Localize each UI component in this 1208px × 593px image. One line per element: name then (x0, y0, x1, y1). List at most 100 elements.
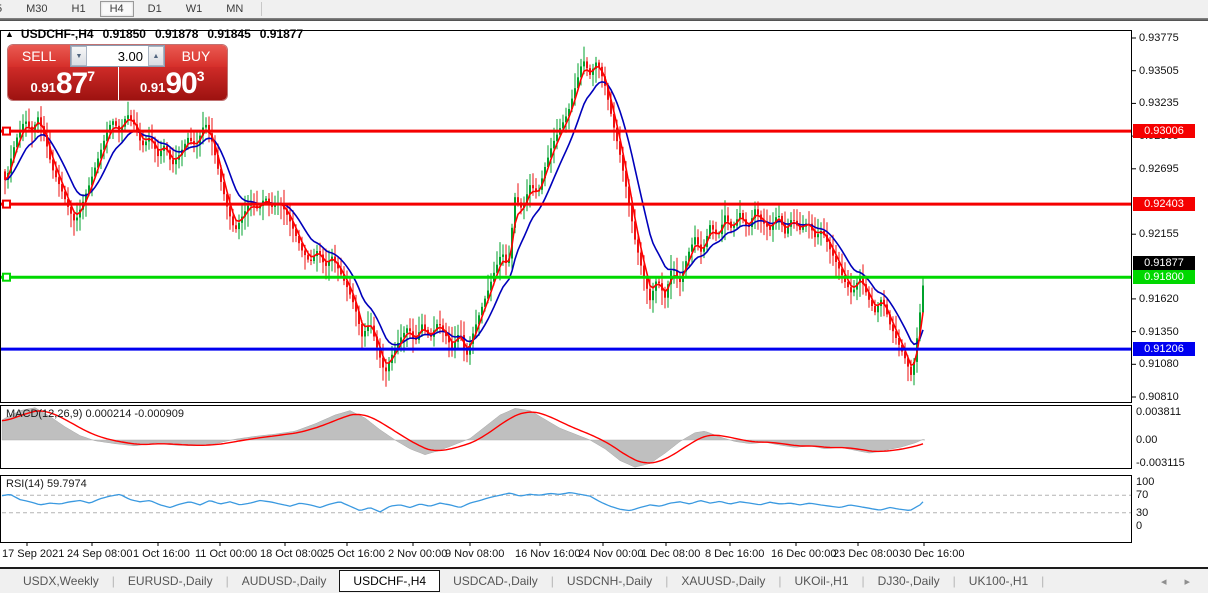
tab-separator: | (665, 574, 669, 588)
tab-separator: | (952, 574, 956, 588)
date-label: 9 Nov 08:00 (445, 548, 505, 560)
price-tick-label: 0.91080 (1139, 358, 1179, 370)
rsi-tick-label: 100 (1136, 476, 1155, 488)
tab-uk100-h1[interactable]: UK100-,H1 (968, 574, 1029, 588)
date-label: 2 Nov 00:00 (388, 548, 448, 560)
price-tick-label: 0.91620 (1139, 293, 1179, 305)
ohlc-low: 0.91845 (207, 27, 251, 41)
volume-value[interactable]: 3.00 (117, 48, 143, 64)
price-level-label: 0.92403 (1133, 197, 1195, 211)
rsi-label: RSI(14) 59.7974 (6, 478, 87, 490)
tab-ukoil-h1[interactable]: UKOil-,H1 (794, 574, 849, 588)
tab-xauusd-daily[interactable]: XAUUSD-,Daily (681, 574, 766, 588)
tab-usdcnh-daily[interactable]: USDCNH-,Daily (566, 574, 653, 588)
tab-scroll-right-icon[interactable]: ▸ (1184, 575, 1190, 588)
volume-decrease-button[interactable]: ▼ (71, 46, 87, 66)
line-handle[interactable] (2, 272, 11, 282)
tab-separator: | (225, 574, 229, 588)
date-label: 18 Oct 08:00 (260, 548, 323, 560)
timeframe-button-d1[interactable]: D1 (147, 3, 162, 15)
timeframe-button-w1[interactable]: W1 (185, 3, 203, 15)
sell-price[interactable]: 0.91 87 7 (30, 67, 95, 100)
panel-border (0, 405, 1132, 469)
oct-price-row: 0.91 87 7 0.91 90 3 (8, 67, 227, 100)
price-tick-label: 0.92155 (1139, 228, 1179, 240)
price-divider (117, 67, 119, 100)
date-label: 1 Dec 08:00 (641, 548, 701, 560)
price-tick-label: 0.93505 (1139, 65, 1179, 77)
tab-separator: | (111, 574, 115, 588)
one-click-trading-panel: SELL ▼ 3.00 ▲ BUY 0.91 87 7 0.91 90 3 (8, 45, 227, 100)
price-tick-label: 0.90810 (1139, 391, 1179, 403)
date-label: 8 Dec 16:00 (705, 548, 765, 560)
macd-label: MACD(12,26,9) 0.000214 -0.000909 (6, 408, 184, 420)
volume-increase-button[interactable]: ▲ (148, 46, 164, 66)
ohlc-open: 0.91850 (102, 27, 146, 41)
tab-separator: | (861, 574, 865, 588)
tab-usdchf-h4[interactable]: USDCHF-,H4 (339, 569, 441, 592)
sell-button[interactable]: SELL (21, 48, 57, 64)
price-chart-canvas[interactable] (0, 21, 1208, 567)
date-label: 11 Oct 00:00 (195, 548, 258, 560)
date-label: 1 Oct 16:00 (133, 548, 190, 560)
macd-histogram (1, 407, 926, 468)
timeframe-button-h4[interactable]: H4 (99, 1, 134, 17)
timeframe-toolbar: 5 M30 H1 H4 D1 W1 MN (0, 0, 1208, 18)
tab-scroll-arrows: ◂ ▸ (1161, 569, 1190, 593)
tab-audusd-daily[interactable]: AUDUSD-,Daily (241, 574, 327, 588)
rsi-line (1, 492, 924, 513)
date-label: 24 Nov 00:00 (578, 548, 644, 560)
date-label: 16 Dec 00:00 (771, 548, 837, 560)
tab-scroll-left-icon[interactable]: ◂ (1160, 575, 1167, 588)
date-label: 16 Nov 16:00 (515, 548, 581, 560)
tab-separator: | (778, 574, 782, 588)
symbol-label: USDCHF-,H4 (20, 27, 94, 41)
ohlc-close: 0.91877 (259, 27, 304, 41)
rsi-tick-label: 70 (1136, 489, 1149, 501)
price-tick-label: 0.93235 (1139, 97, 1179, 109)
date-label: 30 Dec 16:00 (899, 548, 965, 560)
date-label: 17 Sep 2021 (2, 548, 65, 560)
macd-tick-label: -0.003115 (1136, 457, 1185, 469)
volume-spinner: ▼ 3.00 ▲ (70, 45, 165, 67)
tab-eurusd-daily[interactable]: EURUSD-,Daily (127, 574, 213, 588)
panel-border (0, 30, 1132, 403)
slow-ma-line (4, 80, 924, 346)
toolbar-separator (261, 2, 263, 16)
oct-top-row: SELL ▼ 3.00 ▲ BUY (8, 45, 227, 67)
price-tick-label: 0.93775 (1139, 32, 1179, 44)
tab-dj30-daily[interactable]: DJ30-,Daily (877, 574, 940, 588)
line-handle[interactable] (2, 199, 11, 209)
timeframe-button-m30[interactable]: M30 (26, 3, 48, 15)
date-label: 25 Oct 16:00 (322, 548, 385, 560)
timeframe-button-5[interactable]: 5 (0, 1, 12, 17)
tab-separator: | (1041, 574, 1045, 588)
price-level-label: 0.91800 (1133, 270, 1195, 284)
price-tick-label: 0.92695 (1139, 163, 1179, 175)
window-separator (0, 18, 1208, 21)
tab-usdcad-daily[interactable]: USDCAD-,Daily (453, 574, 538, 588)
rsi-tick-label: 30 (1136, 507, 1149, 519)
collapse-triangle-icon[interactable]: ▲ (5, 29, 14, 39)
buy-button[interactable]: BUY (181, 48, 211, 64)
tab-usdx-weekly[interactable]: USDX,Weekly (23, 574, 99, 588)
chart-title: ▲ USDCHF-,H4 0.91850 0.91878 0.91845 0.9… (5, 27, 303, 41)
price-tick-label: 0.91350 (1139, 326, 1179, 338)
panel-border (0, 475, 1132, 543)
rsi-tick-label: 0 (1136, 520, 1143, 532)
date-label: 24 Sep 08:00 (67, 548, 133, 560)
tab-separator: | (550, 574, 554, 588)
price-level-label: 0.93006 (1133, 124, 1195, 138)
timeframe-button-h1[interactable]: H1 (71, 3, 86, 15)
macd-tick-label: 0.00 (1136, 434, 1158, 446)
line-handle[interactable] (2, 126, 11, 136)
fast-ma-line (4, 66, 924, 367)
timeframe-button-mn[interactable]: MN (226, 3, 244, 15)
price-level-label: 0.91206 (1133, 342, 1195, 356)
current-price-label: 0.91877 (1133, 256, 1195, 270)
ohlc-high: 0.91878 (154, 27, 199, 41)
chart-tab-bar: USDX,Weekly | EURUSD-,Daily | AUDUSD-,Daily U… (0, 567, 1208, 593)
buy-price[interactable]: 0.91 90 3 (140, 67, 205, 100)
date-label: 23 Dec 08:00 (833, 548, 899, 560)
